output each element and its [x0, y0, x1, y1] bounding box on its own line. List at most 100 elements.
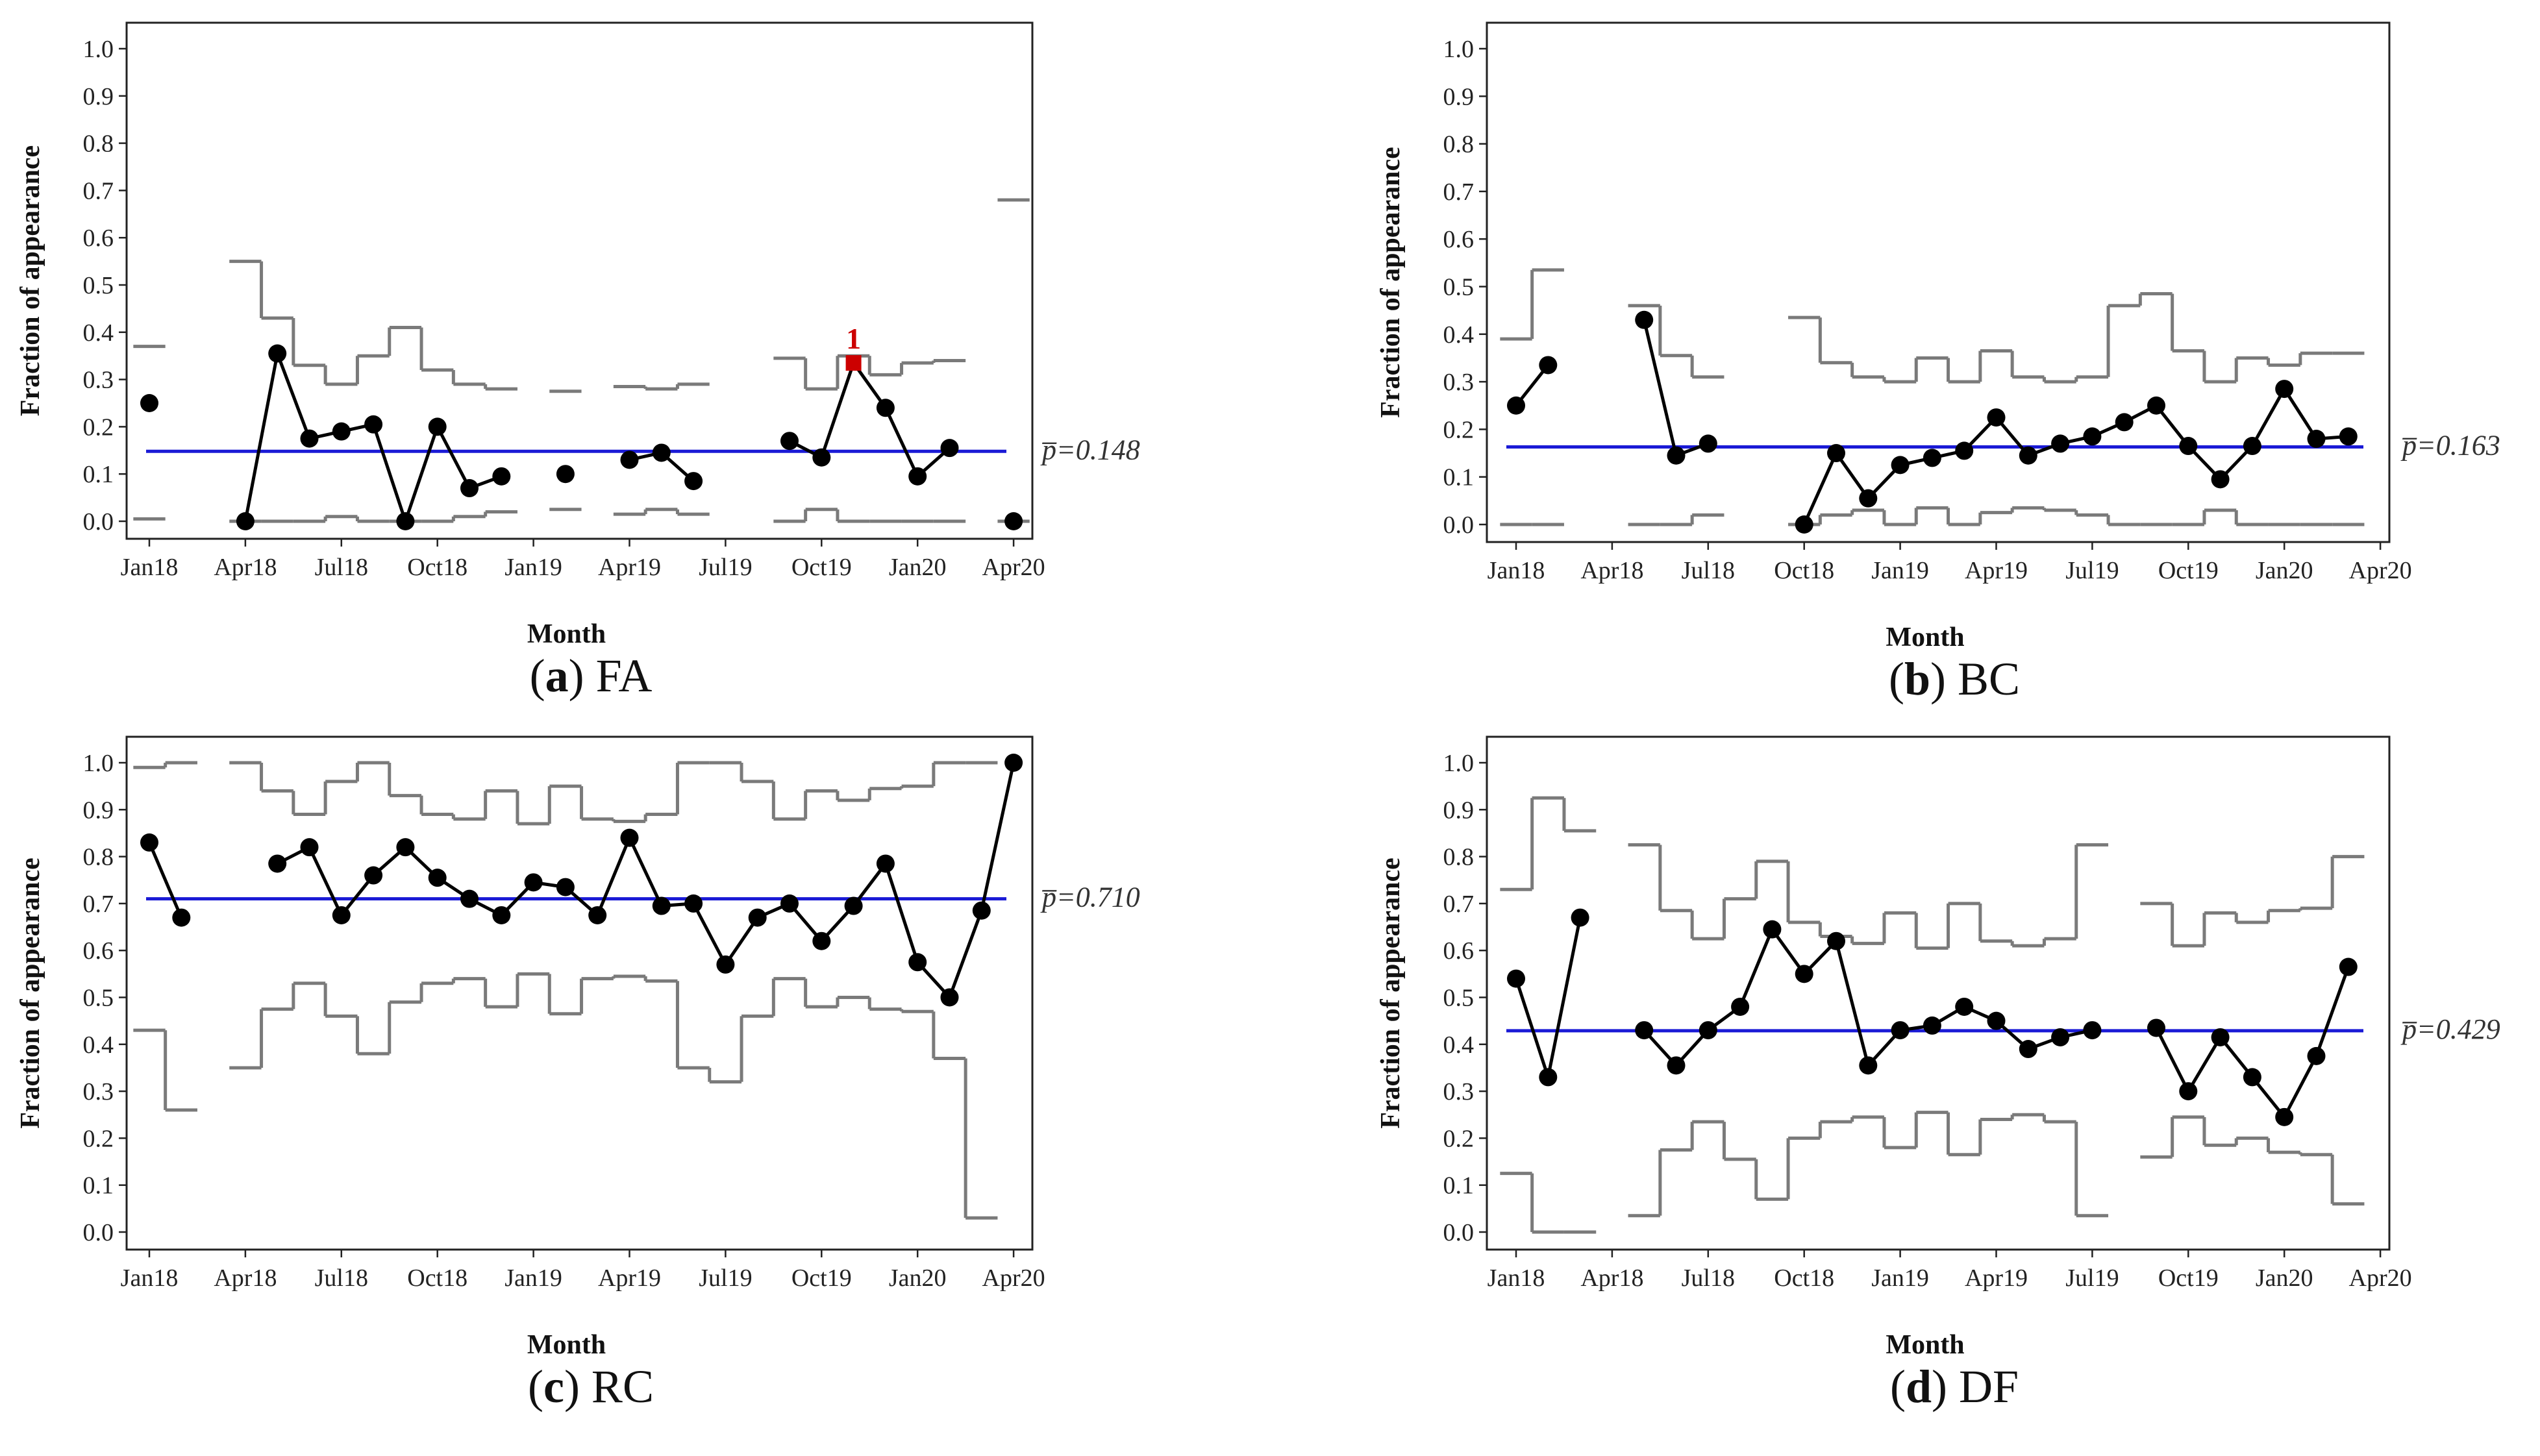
y-tick-label: 1.0: [1443, 36, 1475, 63]
x-tick-label: Apr18: [1580, 557, 1643, 584]
data-point: [1507, 969, 1525, 988]
data-point: [876, 854, 895, 873]
data-point: [1507, 396, 1525, 415]
data-point: [1827, 932, 1845, 950]
data-line-segment: [1834, 452, 1870, 500]
data-point: [2147, 1018, 2165, 1037]
data-point: [460, 479, 479, 498]
data-point: [1955, 997, 1974, 1016]
y-tick-label: 0.6: [83, 937, 114, 965]
x-tick-label: Jul18: [315, 554, 368, 581]
data-line-segment: [2282, 1055, 2318, 1118]
data-point: [652, 896, 671, 915]
x-tick-label: Jan19: [1871, 1265, 1929, 1292]
data-point: [1827, 444, 1845, 463]
data-point: [524, 873, 543, 892]
data-point: [300, 429, 319, 448]
x-tick-label: Jul19: [699, 1265, 752, 1292]
data-point: [2083, 427, 2102, 446]
data-point: [2307, 1046, 2326, 1065]
data-line-segment: [595, 837, 631, 916]
data-point: [1955, 441, 1974, 460]
data-point: [1987, 1011, 2006, 1030]
plot-frame: [125, 735, 1034, 1251]
y-tick-label: 0.6: [1443, 226, 1475, 253]
data-point: [140, 394, 158, 412]
data-point: [2307, 430, 2326, 449]
data-point: [428, 417, 447, 436]
data-line-segment: [691, 902, 727, 966]
x-tick-label: Jan20: [2256, 1265, 2313, 1292]
data-point: [2083, 1021, 2102, 1040]
y-tick-label: 0.5: [1443, 274, 1475, 301]
x-tick-label: Jan19: [504, 554, 562, 581]
x-tick-label: Jul18: [1682, 1265, 1735, 1292]
y-tick-label: 0.9: [1443, 796, 1475, 824]
x-tick-label: Apr18: [214, 1265, 277, 1292]
data-point: [2339, 427, 2358, 446]
data-line-segment: [275, 352, 311, 439]
data-point: [1539, 1068, 1558, 1087]
x-tick-label: Jan19: [1871, 557, 1929, 584]
y-tick-label: 0.3: [1443, 369, 1475, 396]
y-tick-label: 0.1: [1443, 1172, 1475, 1200]
panel-caption: (d) DF: [1890, 1361, 2019, 1413]
data-point: [1571, 908, 1589, 927]
y-tick-label: 0.9: [83, 83, 114, 110]
y-tick-label: 0.0: [1443, 1219, 1475, 1246]
data-point: [620, 450, 639, 469]
panel-bc: 0.0 0.1 0.2 0.3 0.4 0.5 0.6 0.7 0.8 0.9 1.0 Jan18 Ap…: [1376, 21, 2500, 705]
panel-df: 0.0 0.1 0.2 0.3 0.4 0.5 0.6 0.7 0.8 0.9 1.0 Jan18 Ap…: [1376, 735, 2500, 1413]
data-point: [1859, 489, 1878, 508]
data-point: [2147, 396, 2165, 415]
data-point: [396, 838, 415, 857]
x-tick-label: Jul19: [2065, 557, 2119, 584]
data-line-segment: [980, 762, 1015, 911]
data-line-segment: [1738, 928, 1774, 1007]
y-tick-label: 0.1: [1443, 464, 1475, 491]
data-line-segment: [147, 841, 183, 919]
data-point: [1987, 408, 2006, 427]
panel-caption: (b) BC: [1889, 653, 2020, 705]
data-point: [364, 415, 383, 434]
center-value-label: p̅=0.710: [1040, 882, 1140, 913]
data-point: [2179, 437, 2198, 456]
data-line-segment: [1546, 917, 1582, 1078]
data-point: [2211, 1028, 2230, 1046]
data-point: [1667, 1056, 1686, 1075]
data-line-segment: [404, 426, 440, 522]
data-line-segment: [2250, 388, 2286, 447]
data-point: [492, 467, 511, 486]
center-value-label: p̅=0.163: [2400, 430, 2500, 462]
data-line-segment: [1771, 928, 1806, 975]
plot-frame: [1486, 21, 2391, 543]
data-point: [396, 512, 415, 530]
y-tick-label: 1.0: [83, 750, 114, 777]
panel-fa: 0.0 0.1 0.2 0.3 0.4 0.5 0.6 0.7 0.8 0.9 1.0 Jan18 Ap…: [16, 21, 1140, 702]
data-line-segment: [308, 846, 343, 917]
y-tick-label: 0.2: [83, 1125, 114, 1152]
data-point: [652, 443, 671, 462]
y-tick-label: 0.4: [1443, 1031, 1475, 1059]
data-point: [1731, 997, 1750, 1016]
data-point: [332, 422, 351, 441]
data-point: [1667, 446, 1686, 465]
out-of-control-flag: 1: [846, 322, 861, 355]
panel-rc: 0.0 0.1 0.2 0.3 0.4 0.5 0.6 0.7 0.8 0.9 1.0 Jan18 Ap…: [16, 735, 1140, 1413]
y-axis-label: Fraction of appearance: [1376, 147, 1406, 418]
data-point: [1891, 456, 1910, 475]
y-tick-label: 0.0: [1443, 512, 1475, 539]
out-of-control-point: [845, 355, 862, 371]
y-tick-label: 0.3: [83, 367, 114, 394]
data-line-segment: [1642, 319, 1678, 456]
x-tick-label: Oct18: [1774, 1265, 1834, 1292]
data-line-segment: [2154, 1027, 2190, 1092]
data-point: [2243, 1068, 2261, 1087]
data-point: [1635, 1021, 1654, 1040]
data-point: [556, 878, 575, 896]
data-point: [2051, 1028, 2070, 1046]
x-axis-label: Month: [527, 1330, 606, 1360]
center-value-label: p̅=0.429: [2400, 1013, 2500, 1045]
x-tick-label: Apr18: [1580, 1265, 1643, 1292]
data-point: [1699, 434, 1717, 453]
